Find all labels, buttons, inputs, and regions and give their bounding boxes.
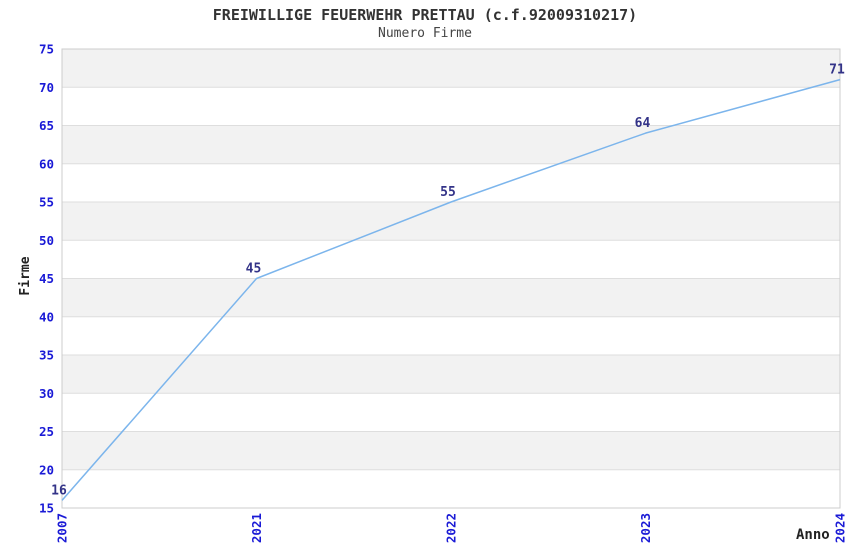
plot-band — [62, 278, 840, 317]
y-tick-label: 40 — [39, 309, 54, 324]
plot-border — [61, 48, 841, 509]
data-label: 64 — [635, 116, 651, 131]
y-tick-label: 65 — [39, 118, 54, 133]
chart-subtitle: Numero Firme — [378, 26, 472, 41]
data-label: 45 — [246, 262, 262, 277]
x-axis-title: Anno — [796, 527, 830, 543]
data-label: 71 — [829, 63, 845, 78]
y-tick-label: 55 — [39, 195, 54, 210]
data-label: 55 — [440, 185, 456, 200]
y-tick-label: 25 — [39, 424, 54, 439]
plot-band — [62, 355, 840, 394]
plot-band — [62, 431, 840, 470]
y-tick-label: 35 — [39, 348, 54, 363]
x-tick-label: 2007 — [55, 513, 70, 543]
plot-band — [62, 202, 840, 241]
series-line — [61, 78, 841, 501]
data-label: 16 — [51, 483, 67, 498]
chart-title: FREIWILLIGE FEUERWEHR PRETTAU (c.f.92009… — [212, 6, 638, 24]
y-tick-label: 60 — [39, 156, 54, 171]
y-tick-label: 75 — [39, 42, 54, 57]
y-tick-label: 15 — [39, 501, 54, 516]
y-tick-label: 45 — [39, 271, 54, 286]
y-tick-label: 70 — [39, 80, 54, 95]
plot-band — [62, 125, 840, 164]
y-tick-label: 30 — [39, 386, 54, 401]
x-tick-label: 2024 — [833, 513, 848, 543]
x-tick-label: 2023 — [638, 513, 653, 543]
x-tick-label: 2022 — [444, 513, 459, 543]
x-tick-label: 2021 — [249, 513, 264, 543]
plot-band — [62, 49, 840, 88]
y-tick-label: 50 — [39, 233, 54, 248]
y-tick-label: 20 — [39, 462, 54, 477]
